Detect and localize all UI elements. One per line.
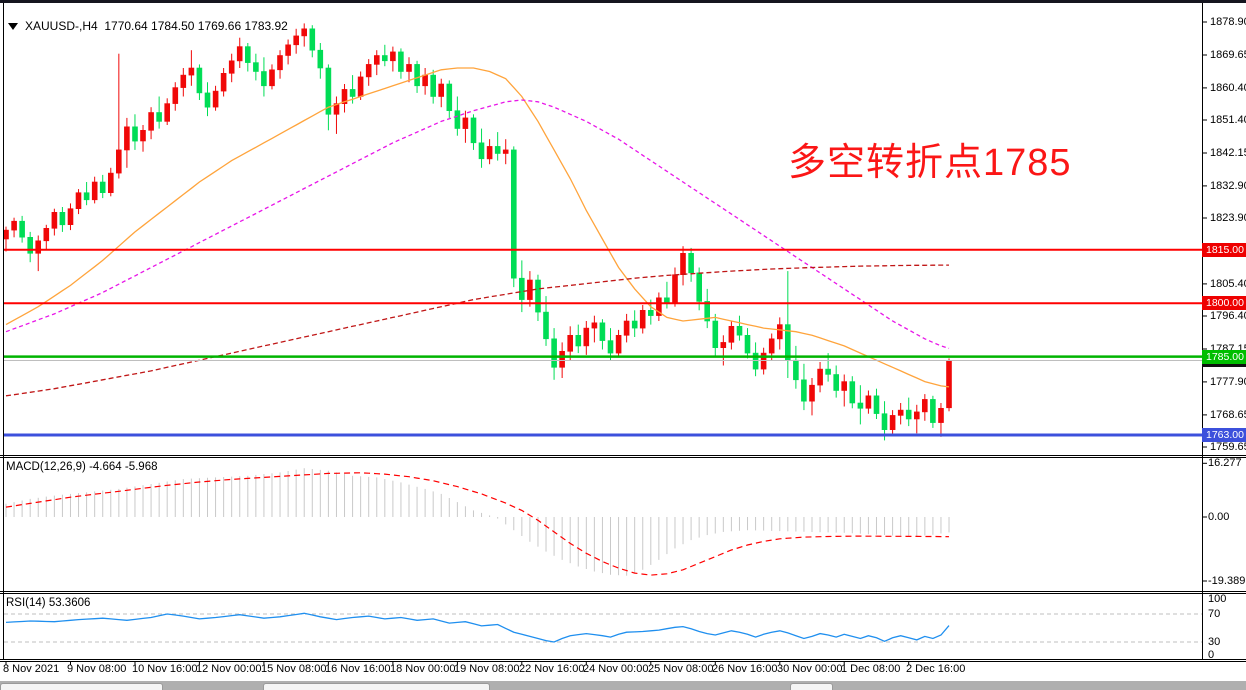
symbol-dropdown-icon[interactable] (8, 22, 18, 30)
ma-fast-orange (5, 67, 950, 388)
candles (3, 23, 952, 441)
ma-slow-darkred (5, 264, 949, 397)
time-axis-label: 18 Nov 00:00 (390, 663, 456, 675)
time-axis-label: 26 Nov 16:00 (712, 663, 778, 675)
taskbar (0, 681, 1246, 690)
price-badge-1763.00: 1763.00 (1202, 428, 1246, 442)
ma-mid-magenta (5, 99, 950, 350)
taskbar-button-3[interactable] (790, 683, 833, 690)
indicator-axis-label: 0.00 (1208, 511, 1230, 523)
taskbar-button-1[interactable] (0, 683, 163, 690)
time-axis-label: 2 Dec 16:00 (906, 663, 966, 675)
price-badge-1800.00: 1800.00 (1202, 296, 1246, 310)
chart-annotation: 多空转折点1785 (788, 142, 1072, 184)
time-axis-label: 15 Nov 08:00 (261, 663, 327, 675)
price-axis-label: 1851.40 (1210, 114, 1246, 126)
time-axis-label: 9 Nov 08:00 (67, 663, 127, 675)
time-axis-label: 24 Nov 00:00 (583, 663, 649, 675)
price-axis-label: 1823.90 (1210, 212, 1246, 224)
price-axis-label: 1768.65 (1210, 409, 1246, 421)
time-axis-label: 1 Dec 08:00 (841, 663, 901, 675)
price-axis-label: 1869.65 (1210, 49, 1246, 61)
macd-histogram (5, 468, 950, 576)
indicator-axis-label: 30 (1208, 636, 1221, 648)
price-axis-label: 1759.65 (1210, 441, 1246, 453)
price-axis-label: 1777.90 (1210, 376, 1246, 388)
price-badge-1785.00: 1785.00 (1202, 350, 1246, 364)
legend-ohlc-text: XAUUSD-,H4 1770.64 1784.50 1769.66 1783.… (25, 19, 288, 33)
price-axis-label: 1860.40 (1210, 82, 1246, 94)
time-axis-label: 8 Nov 2021 (3, 663, 60, 675)
macd-indicator-label: MACD(12,26,9) -4.664 -5.968 (6, 461, 158, 473)
indicator-axis-label: 16.277 (1208, 457, 1242, 469)
time-axis-label: 19 Nov 08:00 (454, 663, 520, 675)
rsi-line (5, 612, 950, 643)
rsi-indicator-label: RSI(14) 53.3606 (6, 597, 91, 609)
price-axis-label: 1796.40 (1210, 310, 1246, 322)
macd-signal-line (5, 472, 950, 576)
chart-legend: XAUUSD-,H4 1770.64 1784.50 1769.66 1783.… (8, 19, 288, 33)
time-axis-label: 22 Nov 16:00 (519, 663, 585, 675)
indicator-axis-label: 0 (1208, 649, 1215, 661)
price-axis-label: 1842.15 (1210, 147, 1246, 159)
price-axis-label: 1878.90 (1210, 16, 1246, 28)
time-axis-label: 16 Nov 16:00 (325, 663, 391, 675)
time-axis-label: 10 Nov 16:00 (132, 663, 198, 675)
time-axis-label: 30 Nov 00:00 (777, 663, 843, 675)
taskbar-button-2[interactable] (263, 683, 490, 690)
indicator-axis-label: 100 (1208, 593, 1227, 605)
price-badge-1815.00: 1815.00 (1202, 243, 1246, 257)
indicator-axis-label: 70 (1208, 608, 1221, 620)
price-axis-label: 1832.90 (1210, 180, 1246, 192)
time-axis-label: 12 Nov 00:00 (196, 663, 262, 675)
price-axis-label: 1805.40 (1210, 278, 1246, 290)
indicator-axis-label: -19.389 (1208, 575, 1246, 587)
time-axis-label: 25 Nov 08:00 (648, 663, 714, 675)
window-top-edge (0, 0, 1246, 3)
